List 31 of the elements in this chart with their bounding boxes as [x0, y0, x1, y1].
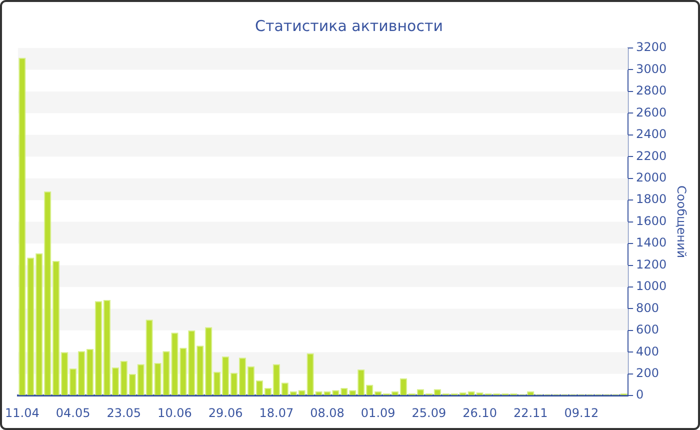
- x-tick-label: 04.05: [56, 406, 90, 420]
- y-tick-label: 600: [636, 322, 659, 337]
- y-tick-label: 1800: [636, 192, 667, 206]
- x-tick-label: 10.06: [158, 406, 192, 420]
- y-tick-label: 0: [636, 388, 644, 402]
- x-tick-label: 23.05: [106, 406, 142, 420]
- y-tick-label: 1400: [636, 236, 667, 250]
- y-tick-label: 3000: [636, 62, 667, 76]
- x-tick-label: 08.08: [310, 406, 344, 420]
- y-tick-label: 2800: [636, 84, 667, 98]
- x-tick-label: 11.04: [5, 406, 40, 420]
- y-tick-label: 3200: [636, 40, 667, 54]
- y-tick-label: 1200: [636, 257, 667, 272]
- chart-title: Статистика активности: [255, 16, 443, 35]
- y-tick-label: 2600: [636, 105, 667, 120]
- y-tick-label: 1600: [636, 214, 667, 228]
- x-tick-label: 25.09: [412, 406, 446, 420]
- y-tick-label: 1000: [636, 279, 667, 294]
- x-tick-label: 26.10: [462, 406, 497, 420]
- y-tick-label: 2000: [636, 170, 667, 184]
- x-tick-label: 01.09: [360, 406, 396, 420]
- y-tick-label: 400: [636, 344, 659, 358]
- x-tick-label: 22.11: [513, 406, 548, 420]
- y-tick-label: 2200: [636, 148, 667, 163]
- x-tick-label: 09.12: [564, 406, 599, 420]
- y-tick-label: 200: [636, 366, 659, 380]
- y-tick-label: 800: [636, 300, 659, 315]
- y-tick-label: 2400: [636, 127, 667, 142]
- x-tick-label: 18.07: [259, 406, 294, 420]
- x-tick-label: 29.06: [208, 406, 243, 420]
- y-axis-title: Сообщений: [674, 186, 689, 258]
